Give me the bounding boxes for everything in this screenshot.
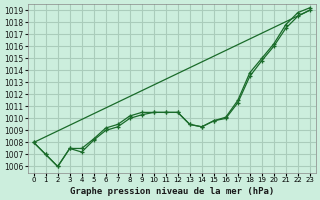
X-axis label: Graphe pression niveau de la mer (hPa): Graphe pression niveau de la mer (hPa) bbox=[70, 187, 274, 196]
